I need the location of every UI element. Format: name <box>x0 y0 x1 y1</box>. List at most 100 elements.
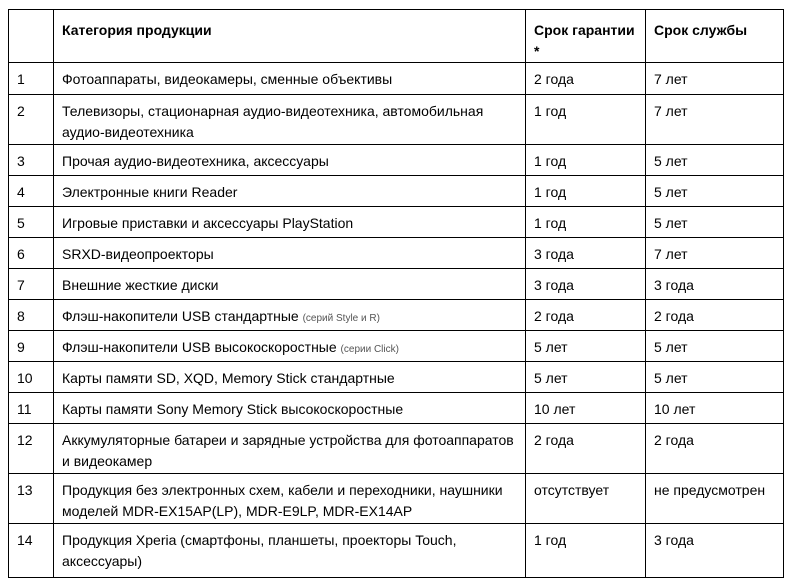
row-service-text: 2 года <box>654 308 694 324</box>
row-num-text: 5 <box>17 215 25 231</box>
row-category: Электронные книги Reader <box>53 175 526 207</box>
row-warranty-text: 1 год <box>534 184 567 200</box>
row-category: Флэш-накопители USB высокоскоростные (се… <box>53 330 526 362</box>
row-category-text: Флэш-накопители USB высокоскоростные <box>62 339 337 355</box>
header-category: Категория продукции <box>53 9 526 63</box>
row-num-text: 12 <box>17 432 33 448</box>
row-category: Прочая аудио-видеотехника, аксессуары <box>53 144 526 176</box>
row-service: 5 лет <box>645 206 784 238</box>
table-row: 7 Внешние жесткие диски 3 года 3 года <box>8 268 784 300</box>
row-category: Внешние жесткие диски <box>53 268 526 300</box>
row-num-text: 6 <box>17 246 25 262</box>
row-warranty-text: 3 года <box>534 277 574 293</box>
table-row: 10 Карты памяти SD, XQD, Memory Stick ста… <box>8 361 784 393</box>
row-category-text: Электронные книги Reader <box>62 184 238 200</box>
row-category: Телевизоры, стационарная аудио-видеотехн… <box>53 94 526 145</box>
row-service-text: 3 года <box>654 532 694 548</box>
row-warranty: 1 год <box>525 175 646 207</box>
row-warranty-text: 10 лет <box>534 401 576 417</box>
row-warranty: 1 год <box>525 523 646 578</box>
row-num: 1 <box>8 62 54 95</box>
row-service: 10 лет <box>645 392 784 424</box>
warranty-table: Категория продукции Срок гарантии * Срок… <box>8 9 784 578</box>
row-category-note: (серий Style и R) <box>302 313 380 324</box>
table-row: 3 Прочая аудио-видеотехника, аксессуары 1 … <box>8 144 784 176</box>
row-warranty-text: 5 лет <box>534 370 568 386</box>
row-warranty: 1 год <box>525 206 646 238</box>
row-category: Фотоаппараты, видеокамеры, сменные объек… <box>53 62 526 95</box>
row-category-note: (серии Click) <box>340 344 399 355</box>
row-category-text: Карты памяти Sony Memory Stick высокоско… <box>62 401 404 417</box>
row-category-text: Прочая аудио-видеотехника, аксессуары <box>62 153 329 169</box>
row-num-text: 9 <box>17 339 25 355</box>
row-warranty-text: 1 год <box>534 215 567 231</box>
row-category: Карты памяти SD, XQD, Memory Stick станд… <box>53 361 526 393</box>
row-category-text: Продукция без электронных схем, кабели и… <box>62 482 503 519</box>
row-service: 7 лет <box>645 62 784 95</box>
row-service: 3 года <box>645 523 784 578</box>
row-num: 6 <box>8 237 54 269</box>
row-service: 2 года <box>645 299 784 331</box>
row-warranty: 5 лет <box>525 330 646 362</box>
row-service: 7 лет <box>645 237 784 269</box>
row-service-text: не предусмотрен <box>654 482 766 498</box>
row-num: 5 <box>8 206 54 238</box>
table-row: 11 Карты памяти Sony Memory Stick высокос… <box>8 392 784 424</box>
row-service-text: 5 лет <box>654 215 688 231</box>
header-warranty: Срок гарантии * <box>525 9 646 63</box>
row-category-text: Игровые приставки и аксессуары PlayStati… <box>62 215 354 231</box>
row-warranty-text: 2 года <box>534 308 574 324</box>
row-warranty-text: 1 год <box>534 103 567 119</box>
table-row: 5 Игровые приставки и аксессуары PlayStat… <box>8 206 784 238</box>
row-service-text: 10 лет <box>654 401 696 417</box>
row-num: 14 <box>8 523 54 578</box>
row-category: Продукция без электронных схем, кабели и… <box>53 473 526 524</box>
row-service: 2 года <box>645 423 784 474</box>
row-warranty: 5 лет <box>525 361 646 393</box>
row-num: 8 <box>8 299 54 331</box>
row-warranty: отсутствует <box>525 473 646 524</box>
row-num: 13 <box>8 473 54 524</box>
row-warranty: 2 года <box>525 299 646 331</box>
row-category-text: Карты памяти SD, XQD, Memory Stick станд… <box>62 370 395 386</box>
row-num: 9 <box>8 330 54 362</box>
row-warranty: 2 года <box>525 423 646 474</box>
row-num-text: 11 <box>17 401 32 417</box>
row-num: 3 <box>8 144 54 176</box>
row-category: Игровые приставки и аксессуары PlayStati… <box>53 206 526 238</box>
row-category: SRXD-видеопроекторы <box>53 237 526 269</box>
row-warranty: 2 года <box>525 62 646 95</box>
row-category: Карты памяти Sony Memory Stick высокоско… <box>53 392 526 424</box>
row-warranty: 10 лет <box>525 392 646 424</box>
row-num: 4 <box>8 175 54 207</box>
row-warranty: 3 года <box>525 268 646 300</box>
row-category-text: Телевизоры, стационарная аудио-видеотехн… <box>62 103 484 140</box>
row-service: 7 лет <box>645 94 784 145</box>
row-warranty-text: 5 лет <box>534 339 568 355</box>
row-service-text: 2 года <box>654 432 694 448</box>
header-num <box>8 9 54 63</box>
row-category-text: Внешние жесткие диски <box>62 277 219 293</box>
table-row: 1 Фотоаппараты, видеокамеры, сменные объе… <box>8 62 784 95</box>
row-category: Аккумуляторные батареи и зарядные устрой… <box>53 423 526 474</box>
row-warranty: 1 год <box>525 144 646 176</box>
row-warranty: 3 года <box>525 237 646 269</box>
row-num-text: 13 <box>17 482 33 498</box>
row-category-text: Фотоаппараты, видеокамеры, сменные объек… <box>62 71 393 87</box>
row-category-text: Продукция Xperia (смартфоны, планшеты, п… <box>62 532 457 569</box>
table-row: 13 Продукция без электронных схем, кабели… <box>8 473 784 524</box>
row-num-text: 7 <box>17 277 25 293</box>
row-num-text: 4 <box>17 184 25 200</box>
row-service-text: 7 лет <box>654 71 688 87</box>
table-header-row: Категория продукции Срок гарантии * Срок… <box>8 9 784 63</box>
row-service-text: 5 лет <box>654 153 688 169</box>
row-service: 5 лет <box>645 175 784 207</box>
row-category-text: Флэш-накопители USB стандартные <box>62 308 299 324</box>
table-row: 14 Продукция Xperia (смартфоны, планшеты,… <box>8 523 784 578</box>
row-service-text: 7 лет <box>654 103 688 119</box>
row-warranty-text: 2 года <box>534 432 574 448</box>
table-row: 9 Флэш-накопители USB высокоскоростные (с… <box>8 330 784 362</box>
row-service: 3 года <box>645 268 784 300</box>
header-service: Срок службы <box>645 9 784 63</box>
row-service-text: 5 лет <box>654 339 688 355</box>
